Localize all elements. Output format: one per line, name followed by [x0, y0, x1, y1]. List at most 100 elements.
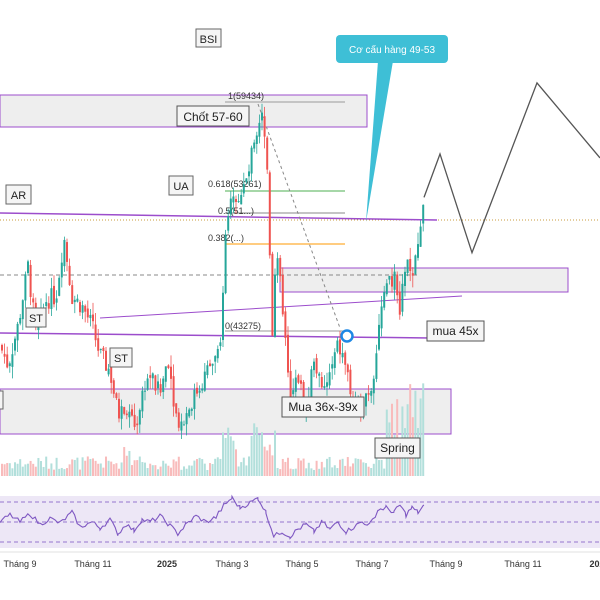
candle-body: [81, 305, 84, 313]
candle-body: [136, 423, 139, 426]
volume-bar: [107, 460, 110, 476]
fib-label-0618: 0.618(53261): [208, 179, 262, 189]
x-axis: Tháng 9 Tháng 11 2025 Tháng 3 Tháng 5 Th…: [3, 559, 600, 569]
candle-body: [110, 366, 113, 383]
candle-body: [419, 226, 422, 247]
candle-body: [300, 380, 302, 384]
volume-bar: [422, 383, 425, 476]
candle-body: [336, 340, 339, 352]
volume-bar: [185, 468, 188, 476]
volume-bar: [378, 460, 380, 476]
cut-off-label-box: [0, 390, 4, 410]
volume-bar: [112, 464, 115, 476]
fib-label-0: 0(43275): [225, 321, 261, 331]
volume-bar: [105, 456, 107, 476]
candle-body: [292, 390, 295, 395]
volume-bar: [120, 462, 123, 476]
volume-bar: [253, 423, 256, 476]
mua36-label-box: Mua 36x-39x: [281, 396, 365, 418]
candle-body: [271, 253, 274, 336]
candle-body: [414, 255, 417, 275]
candle-body: [170, 366, 172, 379]
volume-bar: [227, 427, 230, 476]
candle-body: [310, 369, 313, 399]
volume-bar: [300, 460, 302, 476]
volume-bar: [170, 467, 172, 476]
volume-bar: [60, 467, 63, 476]
candle-body: [157, 381, 159, 389]
volume-bar: [198, 457, 201, 476]
candle-body: [123, 407, 126, 414]
volume-bar: [146, 468, 149, 476]
volume-bar: [63, 469, 66, 476]
x-tick-thang7: Tháng 7: [355, 559, 388, 569]
candle-body: [372, 378, 375, 394]
candle-body: [73, 299, 76, 303]
volume-bar: [354, 458, 357, 476]
bsi-label: BSI: [200, 34, 218, 46]
volume-bar: [16, 463, 19, 476]
candle-body: [97, 338, 100, 351]
volume-bar: [211, 463, 214, 476]
candle-body: [21, 300, 24, 320]
x-tick-next-year: 202: [589, 559, 600, 569]
volume-bar: [333, 465, 336, 476]
volume-bar: [11, 468, 14, 476]
volume-bar: [76, 457, 79, 476]
volume-bar: [305, 468, 308, 476]
volume-bar: [341, 458, 344, 476]
x-tick-thang11a: Tháng 11: [74, 559, 111, 569]
candle-body: [279, 257, 282, 277]
candle-body: [19, 317, 22, 324]
candle-body: [164, 366, 167, 382]
volume-bar: [287, 457, 289, 476]
x-tick-thang3: Tháng 3: [215, 559, 248, 569]
volume-bar: [284, 461, 287, 476]
candle-body: [115, 393, 118, 399]
candle-body: [79, 302, 81, 313]
candle-body: [214, 356, 217, 362]
volume-bar: [307, 462, 310, 476]
volume-bar: [216, 457, 219, 476]
candle-body: [266, 137, 269, 170]
volume-bar: [274, 430, 276, 476]
volume-bar: [362, 462, 365, 476]
volume-bar: [34, 466, 37, 476]
volume-bar: [136, 460, 139, 476]
candle-body: [131, 409, 133, 416]
volume-bar: [66, 468, 68, 476]
volume-bar: [99, 463, 102, 476]
candle-body: [29, 264, 32, 298]
mua45-label-box: mua 45x: [426, 320, 485, 342]
ua-label-box: UA: [168, 175, 194, 196]
candle-body: [188, 409, 191, 417]
candle-body: [422, 204, 425, 224]
candle-body: [159, 384, 162, 393]
volume-bar: [167, 465, 170, 476]
volume-bar: [250, 435, 253, 476]
candle-body: [281, 275, 284, 315]
volume-bar: [58, 468, 61, 476]
candle-body: [146, 378, 149, 390]
candle-body: [76, 298, 79, 302]
candle-body: [344, 352, 347, 365]
candle-body: [268, 172, 271, 256]
volume-bar: [141, 462, 144, 476]
volume-bar: [159, 466, 162, 476]
volume-bar: [3, 464, 6, 476]
candle-body: [248, 171, 250, 177]
candle-body: [224, 234, 227, 294]
volume-bar: [86, 456, 89, 476]
candle-body: [175, 403, 178, 414]
candle-body: [185, 413, 188, 425]
volume-bar: [97, 463, 100, 476]
forecast-path: [423, 81, 600, 255]
volume-bar: [359, 459, 362, 476]
volume-bar: [14, 462, 16, 476]
candle-body: [53, 285, 55, 305]
candle-body: [149, 375, 152, 378]
candlesticks: [1, 103, 425, 439]
candle-body: [1, 344, 3, 351]
candle-body: [27, 261, 29, 274]
volume-bar: [235, 449, 237, 476]
